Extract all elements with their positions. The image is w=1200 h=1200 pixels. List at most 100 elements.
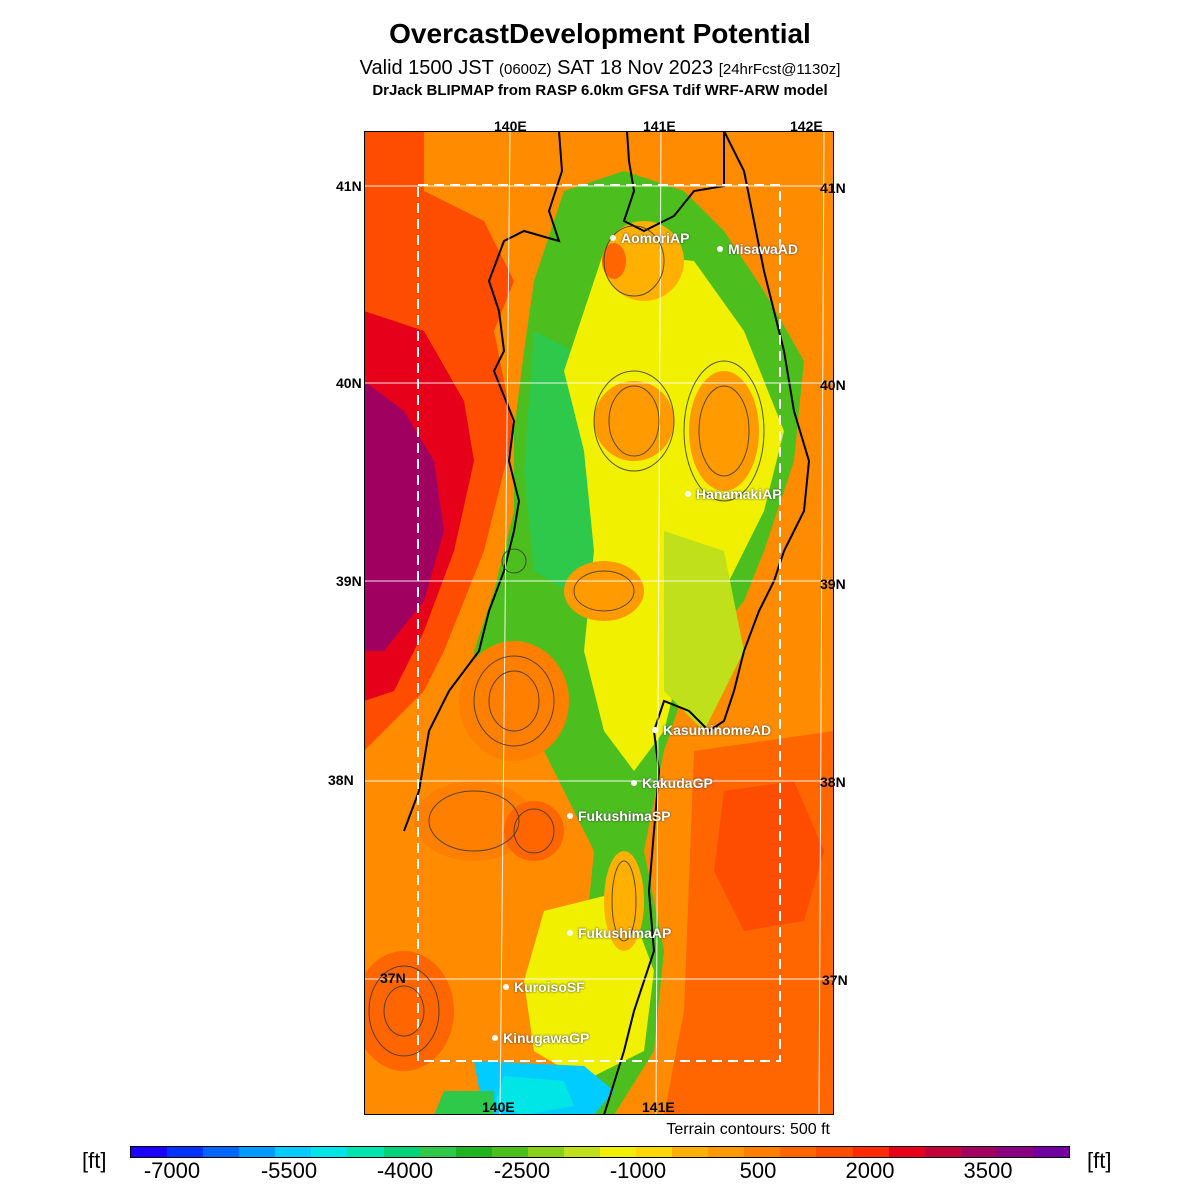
- lon-label-top: 140E: [494, 118, 527, 134]
- station-label: KuroisoSF: [514, 979, 585, 995]
- station-dot-fukushimaap: [567, 930, 573, 936]
- coastlines: [403, 131, 811, 1115]
- field-green-south: [434, 1091, 494, 1115]
- station-label: AomoriAP: [621, 230, 690, 246]
- colorbar-swatch: [816, 1147, 853, 1157]
- colorbar-swatch: [419, 1147, 456, 1157]
- colorbar-swatch: [131, 1147, 168, 1157]
- valid-date: SAT 18 Nov 2023: [557, 57, 714, 79]
- station-dot-kuroiso: [503, 984, 509, 990]
- colorbar-swatch: [960, 1147, 997, 1157]
- colorbar-swatch: [455, 1147, 492, 1157]
- colorbar-swatch: [888, 1147, 925, 1157]
- colorbar-label: -2500: [493, 1158, 551, 1183]
- colorbar-label: 3500: [963, 1158, 1013, 1183]
- station-label: KasuminomeAD: [663, 722, 772, 738]
- colorbar-label: -4000: [376, 1158, 434, 1183]
- colorbar-swatch: [780, 1147, 817, 1157]
- blob-abukuma: [604, 851, 644, 951]
- map-field: [364, 131, 834, 1115]
- sea-west-purple: [364, 381, 444, 651]
- colorbar-swatch: [1032, 1147, 1070, 1157]
- station-dot-kinugawa: [492, 1035, 498, 1041]
- colorbar-swatch: [672, 1147, 709, 1157]
- blob-aomori: [604, 221, 684, 301]
- map-frame: [364, 131, 834, 1115]
- lon-label-top: 142E: [790, 118, 823, 134]
- lon-label-top: 141E: [643, 118, 676, 134]
- colorbar-unit-left: [ft]: [82, 1148, 107, 1173]
- colorbar-swatch: [996, 1147, 1033, 1157]
- colorbar-swatch: [563, 1147, 601, 1157]
- blob-hakkoda: [602, 243, 626, 279]
- terrain-contour-note: Terrain contours: 500 ft: [666, 1121, 830, 1138]
- colorbar-swatch: [275, 1147, 312, 1157]
- colorbar: [130, 1146, 1070, 1158]
- blob-ou-mid: [564, 561, 644, 621]
- colorbar-swatch: [527, 1147, 564, 1157]
- station-dot-kasuminome: [652, 727, 658, 733]
- blob-asahi: [459, 641, 569, 761]
- station-label: FukushimaAP: [578, 925, 672, 941]
- station-dot-kakuda: [631, 780, 637, 786]
- lat-label-right: 37N: [822, 972, 848, 988]
- colorbar-swatch: [347, 1147, 384, 1157]
- lat-label-left: 38N: [328, 772, 354, 788]
- west-coast: [403, 131, 564, 832]
- colorbar-swatch: [708, 1147, 745, 1157]
- lon-label-bottom: 140E: [482, 1099, 515, 1115]
- sea-east-red: [714, 781, 824, 931]
- lat-label-right: 41N: [820, 180, 846, 196]
- terrain-contours: [368, 225, 765, 1057]
- colorbar-swatch: [852, 1147, 889, 1157]
- colorbar-swatch: [924, 1147, 961, 1157]
- lat-label-left: 40N: [336, 375, 362, 391]
- colorbar-swatch: [383, 1147, 420, 1157]
- lat-label-left: 41N: [336, 178, 362, 194]
- station-label: MisawaAD: [728, 241, 799, 257]
- blob-ou-north: [594, 381, 674, 461]
- blob-azuma: [504, 801, 564, 861]
- lat-label-right: 40N: [820, 377, 846, 393]
- lat-label-right: 39N: [820, 576, 846, 592]
- colorbar-swatch: [600, 1147, 637, 1157]
- valid-time: Valid 1500 JST (0600Z) SAT 18 Nov 2023 […: [0, 57, 1200, 80]
- station-label: KinugawaGP: [503, 1030, 590, 1046]
- blob-oze: [364, 951, 454, 1071]
- forecast-info: [24hrFcst@1130z]: [718, 61, 841, 78]
- lat-label-left: 37N: [380, 970, 406, 986]
- field-cyan-light: [494, 1076, 574, 1115]
- map-title: OvercastDevelopment Potential: [389, 18, 811, 49]
- valid-utc: (0600Z): [499, 61, 552, 78]
- station-dot-aomori: [610, 235, 616, 241]
- station-dot-misawa: [717, 246, 723, 252]
- colorbar-label: 2000: [845, 1158, 895, 1183]
- colorbar-swatch: [239, 1147, 276, 1157]
- colorbar-label: -5500: [260, 1158, 318, 1183]
- station-dot-fukushimasp: [567, 813, 573, 819]
- colorbar-label: 500: [739, 1158, 777, 1183]
- map-panel: AomoriAP MisawaAD HanamakiAP KasuminomeA…: [364, 131, 834, 1115]
- blob-iide: [414, 781, 534, 861]
- colorbar-unit-right: [ft]: [1087, 1148, 1112, 1173]
- east-coast: [603, 131, 811, 1115]
- blob-kitakami: [689, 371, 759, 491]
- station-dot-hanamaki: [685, 491, 691, 497]
- domain-box: [417, 184, 781, 1062]
- model-description: DrJack BLIPMAP from RASP 6.0km GFSA Tdif…: [372, 82, 828, 99]
- valid-main: Valid 1500 JST: [359, 57, 494, 79]
- lat-label-right: 38N: [820, 774, 846, 790]
- lat-label-left: 39N: [336, 573, 362, 589]
- colorbar-swatch: [311, 1147, 348, 1157]
- lon-label-bottom: 141E: [642, 1099, 675, 1115]
- station-markers: [492, 235, 723, 1041]
- station-label: KakudaGP: [642, 775, 713, 791]
- colorbar-swatch: [744, 1147, 781, 1157]
- colorbar-swatch: [167, 1147, 204, 1157]
- colorbar-label: -7000: [143, 1158, 201, 1183]
- colorbar-label: -1000: [609, 1158, 667, 1183]
- colorbar-swatch: [203, 1147, 240, 1157]
- station-label: FukushimaSP: [578, 808, 671, 824]
- colorbar-swatch: [491, 1147, 528, 1157]
- mutsu-bay: [622, 131, 725, 233]
